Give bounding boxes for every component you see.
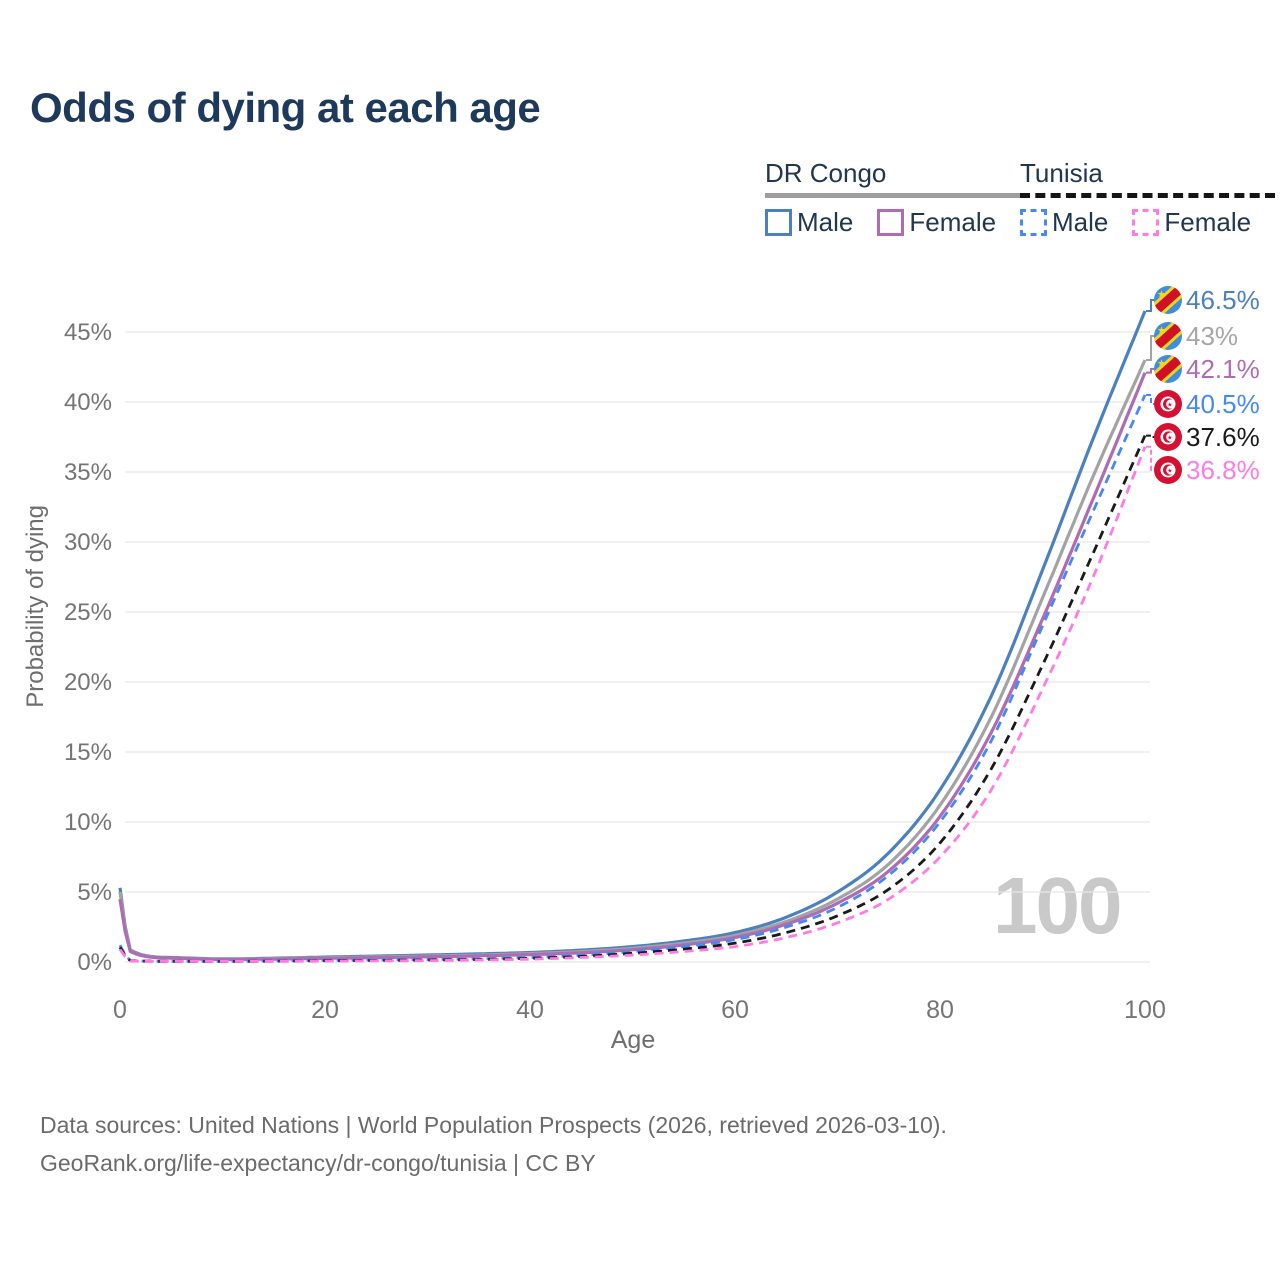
page-title: Odds of dying at each age (30, 84, 541, 131)
data-source-line: Data sources: United Nations | World Pop… (40, 1112, 947, 1138)
y-tick-label: 25% (64, 599, 112, 626)
x-tick-label: 0 (113, 996, 127, 1024)
x-tick-label: 20 (311, 996, 339, 1024)
legend-item-label: Male (797, 207, 854, 237)
dr-congo-flag-icon (1148, 317, 1188, 355)
tunisia-flag-icon (1154, 423, 1182, 451)
checkbox-icon (1020, 209, 1047, 236)
series-line-dr-congo-both-sexes (118, 359, 1147, 961)
end-value-label-dr-congo-female: 42.1% (1186, 354, 1260, 384)
series-line-dr-congo-male (118, 310, 1147, 961)
leader-line (1146, 445, 1154, 471)
series-line-tunisia-male (118, 394, 1147, 963)
y-tick-label: 35% (64, 459, 112, 486)
x-tick-label: 80 (926, 996, 954, 1024)
legend-group-tunisia: Tunisia Male Female (1020, 158, 1276, 238)
leader-line (1146, 394, 1154, 405)
checkbox-icon (765, 209, 792, 236)
end-value-label-dr-congo-male: 46.5% (1186, 285, 1260, 315)
leader-line (1146, 299, 1154, 312)
checkbox-icon (1132, 209, 1160, 236)
leader-line (1146, 434, 1154, 438)
end-value-label-dr-congo-both-sexes: 43% (1186, 321, 1238, 351)
y-tick-label: 15% (64, 739, 112, 766)
series-line-dr-congo-female (118, 371, 1147, 962)
dr-congo-flag-icon (1148, 281, 1188, 319)
y-tick-label: 0% (77, 949, 112, 976)
series-line-tunisia-female (118, 446, 1147, 963)
end-value-label-tunisia-both-sexes: 37.6% (1186, 422, 1260, 452)
legend-group-title-tunisia: Tunisia (1020, 158, 1103, 188)
leader-line (1146, 368, 1154, 374)
legend-group-title-dr-congo: DR Congo (765, 158, 887, 188)
y-tick-label: 5% (77, 879, 112, 906)
y-tick-label: 40% (64, 389, 112, 416)
legend-rule-dr-congo (765, 193, 1021, 198)
legend-rule-tunisia (1020, 193, 1276, 198)
x-tick-label: 60 (721, 996, 749, 1024)
leader-line (1146, 335, 1154, 361)
end-value-label-tunisia-male: 40.5% (1186, 389, 1260, 419)
tunisia-flag-icon (1154, 390, 1182, 418)
legend-item-dr-congo-female[interactable]: Female (877, 207, 996, 238)
tunisia-flag-icon (1154, 456, 1182, 484)
attribution-line: GeoRank.org/life-expectancy/dr-congo/tun… (40, 1150, 596, 1176)
footer: Data sources: United Nations | World Pop… (40, 1106, 947, 1182)
legend-group-dr-congo: DR Congo Male Female (765, 158, 1021, 238)
legend-item-label: Male (1052, 207, 1109, 237)
legend-item-label: Female (1164, 207, 1252, 237)
age-counter-watermark: 100 (993, 861, 1122, 950)
y-tick-label: 10% (64, 809, 112, 836)
x-tick-label: 40 (516, 996, 544, 1024)
x-tick-label: 100 (1124, 996, 1166, 1024)
legend-item-label: Female (909, 207, 997, 237)
y-tick-label: 20% (64, 669, 112, 696)
x-axis-title: Age (610, 1026, 656, 1054)
y-tick-label: 45% (64, 319, 112, 346)
checkbox-icon (877, 209, 905, 236)
legend-item-tunisia-male[interactable]: Male (1020, 207, 1108, 238)
legend-item-tunisia-female[interactable]: Female (1132, 207, 1251, 238)
y-tick-label: 30% (64, 529, 112, 556)
end-value-label-tunisia-female: 36.8% (1186, 455, 1260, 485)
dr-congo-flag-icon (1148, 350, 1188, 388)
legend-item-dr-congo-male[interactable]: Male (765, 207, 853, 238)
